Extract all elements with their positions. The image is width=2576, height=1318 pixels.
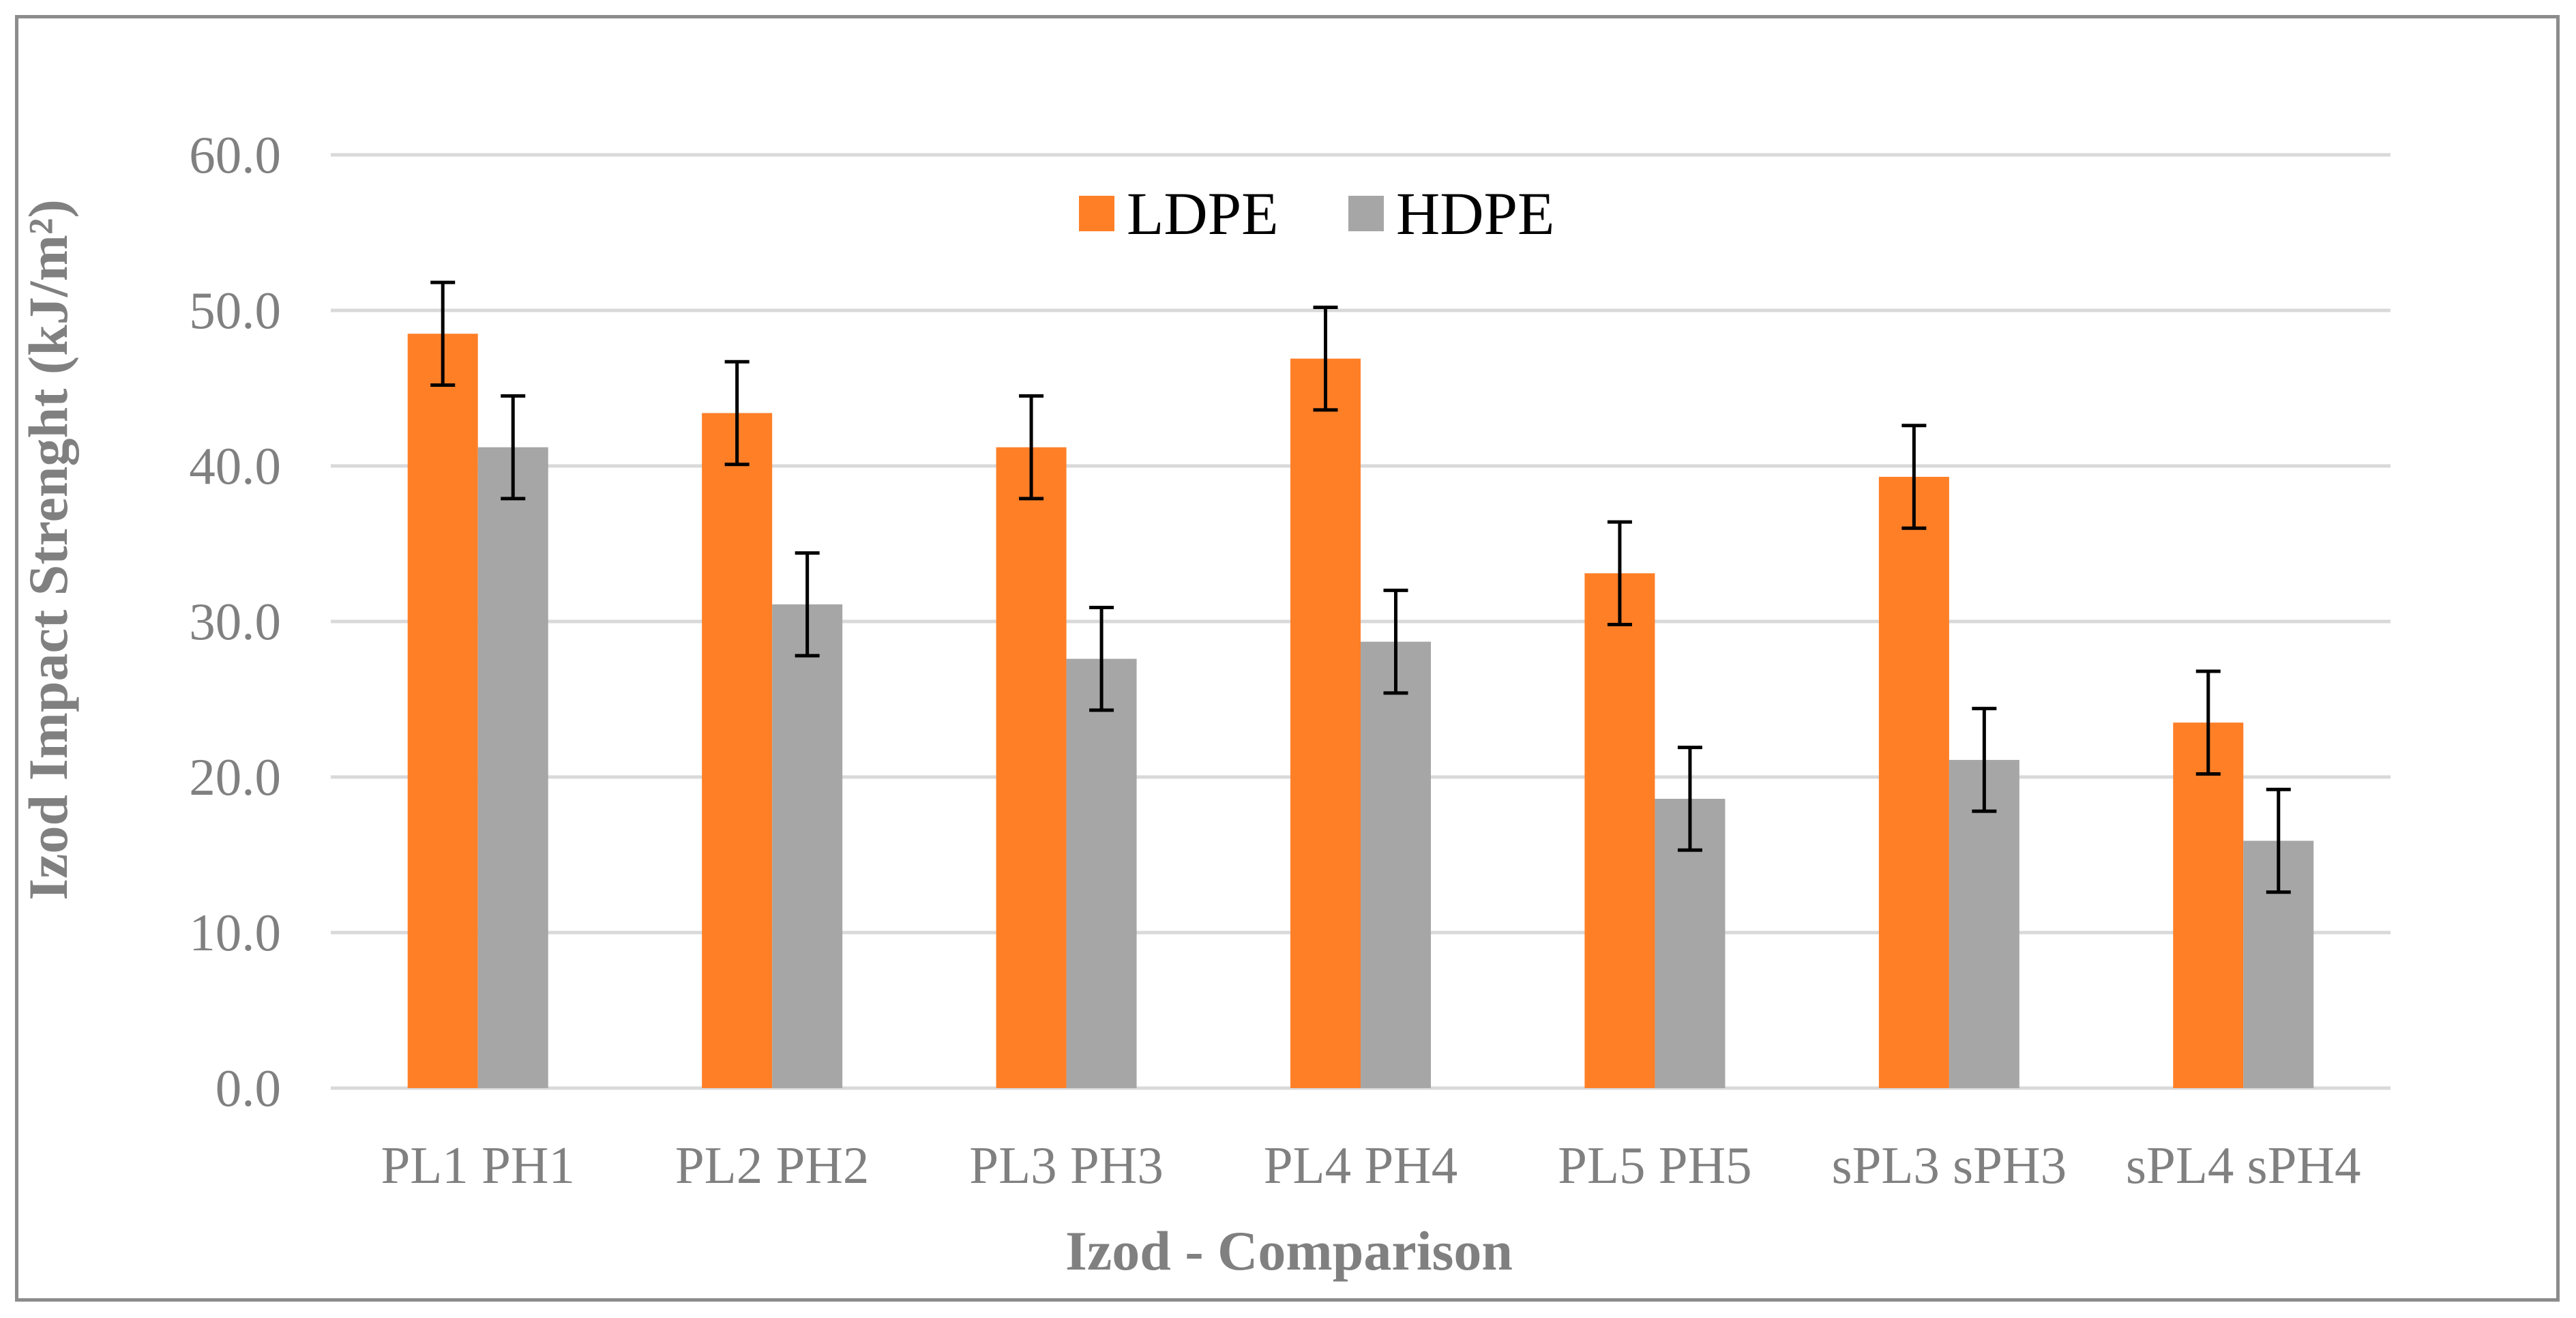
bar-ldpe (1878, 476, 1949, 1088)
y-tick-label: 30.0 (189, 592, 281, 651)
legend-label-hdpe: HDPE (1396, 181, 1554, 248)
bar-ldpe (702, 413, 773, 1088)
bar-hdpe (772, 604, 843, 1088)
legend: LDPE HDPE (1079, 181, 1554, 248)
y-tick-label: 20.0 (189, 748, 281, 806)
y-tick-label: 40.0 (189, 437, 281, 495)
y-tick-label: 10.0 (189, 903, 281, 962)
legend-swatch-hdpe (1348, 196, 1384, 231)
x-tick-label: PL3 PH3 (969, 1136, 1164, 1195)
bar-hdpe (1066, 658, 1137, 1088)
y-tick-label: 50.0 (189, 281, 281, 340)
bar-hdpe (477, 447, 548, 1088)
legend-label-ldpe: LDPE (1127, 181, 1279, 248)
x-tick-label: PL1 PH1 (381, 1136, 575, 1195)
x-tick-label: PL2 PH2 (675, 1136, 870, 1195)
y-tick-labels: 0.0 10.0 20.0 30.0 40.0 50.0 60.0 (189, 126, 281, 1117)
x-tick-label: sPL4 sPH4 (2126, 1136, 2360, 1195)
y-tick-label: 0.0 (216, 1059, 281, 1117)
x-tick-label: PL5 PH5 (1558, 1136, 1752, 1195)
bar-hdpe (1949, 759, 2019, 1088)
bar-ldpe (407, 334, 478, 1089)
error-bars (430, 280, 2291, 894)
x-tick-label: PL4 PH4 (1264, 1136, 1458, 1195)
y-axis-title: Izod Impact Strenght (kJ/m²) (17, 199, 79, 900)
bars (407, 334, 2314, 1089)
bar-ldpe (1290, 358, 1361, 1089)
bar-ldpe (2173, 722, 2244, 1088)
bar-hdpe (1361, 641, 1431, 1088)
bar-ldpe (1584, 573, 1655, 1088)
x-tick-label: sPL3 sPH3 (1832, 1136, 2067, 1195)
x-axis-title: Izod - Comparison (1065, 1220, 1513, 1282)
bar-ldpe (996, 447, 1067, 1088)
x-tick-labels: PL1 PH1 PL2 PH2 PL3 PH3 PL4 PH4 PL5 PH5 sPL3 … (381, 1136, 2360, 1195)
legend-swatch-ldpe (1079, 196, 1114, 231)
y-tick-label: 60.0 (189, 126, 281, 184)
